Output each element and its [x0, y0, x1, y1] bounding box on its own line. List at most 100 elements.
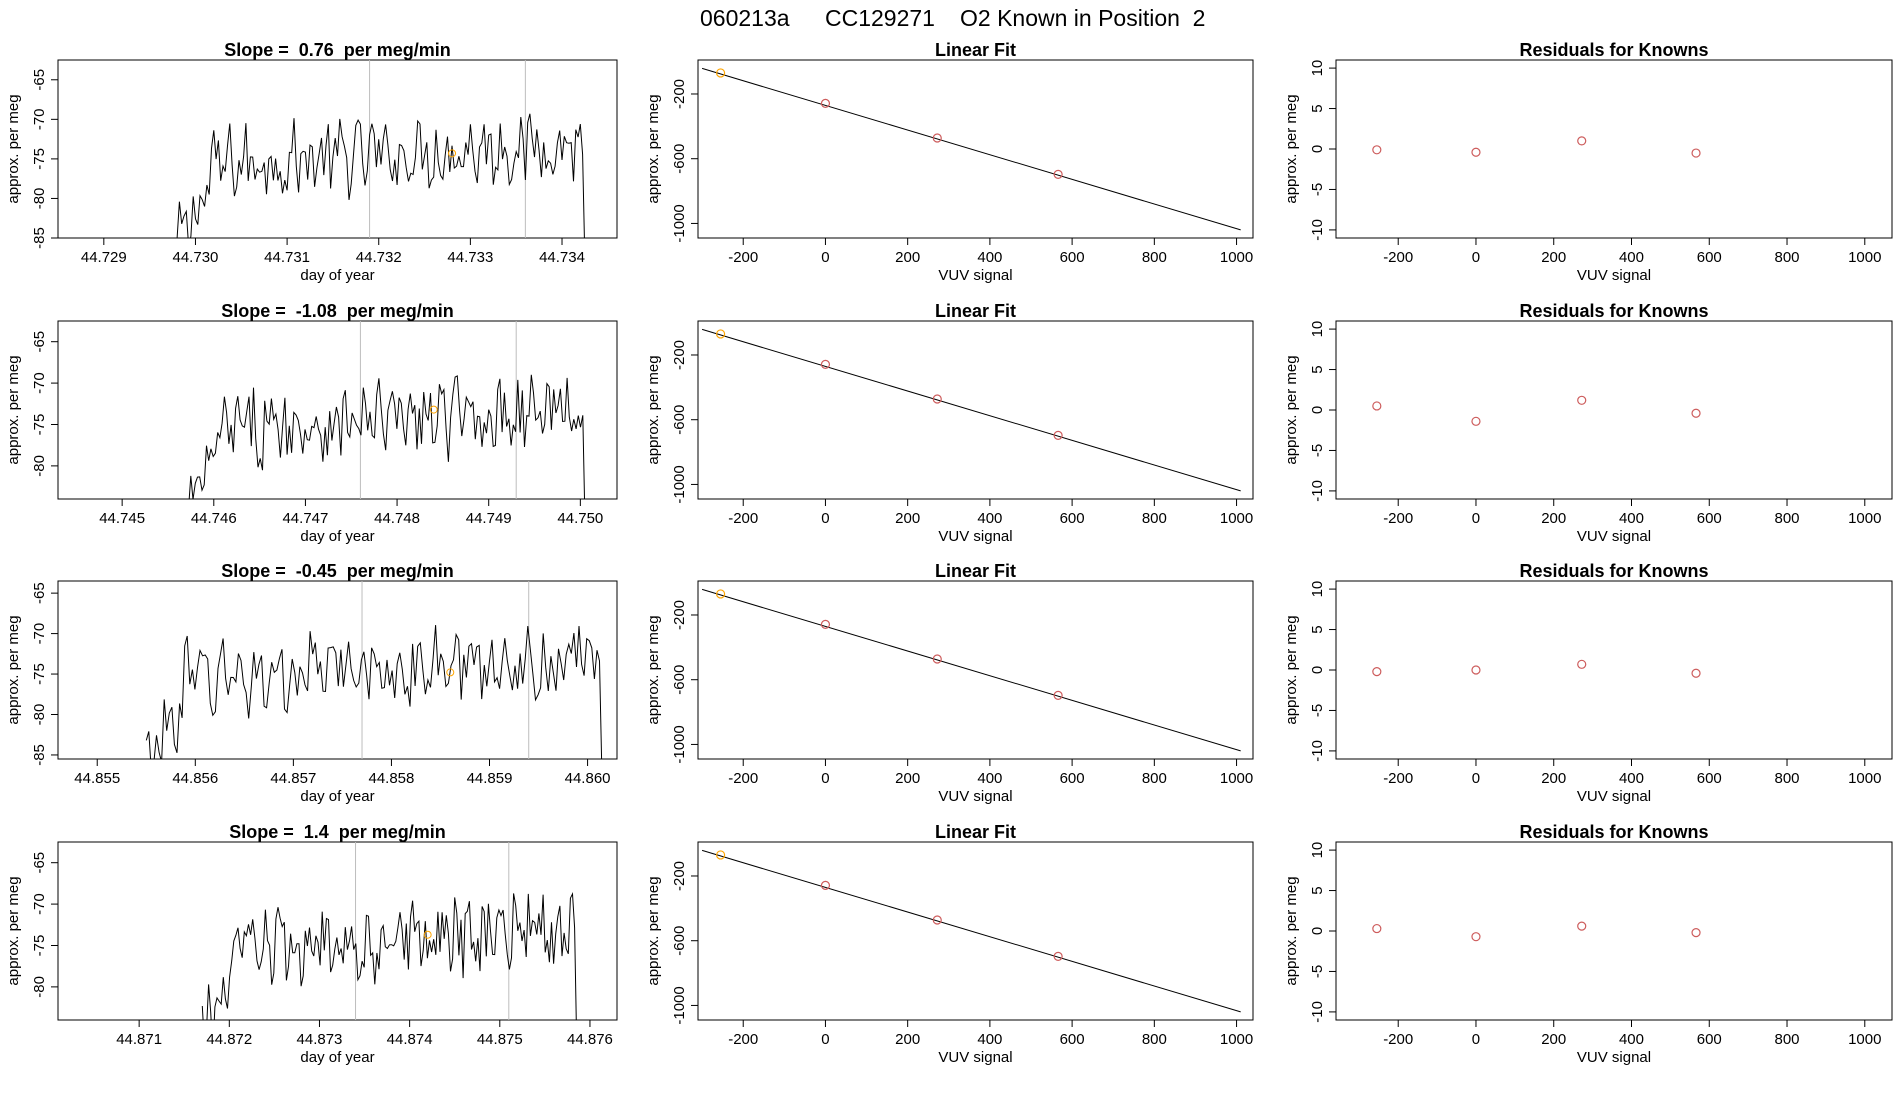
x-tick-label: 44.732: [356, 249, 402, 266]
y-tick-label: 5: [1309, 886, 1326, 894]
y-tick-label: -10: [1309, 219, 1326, 241]
panel-7: Slope = -0.45 per meg/min 44.855 44.856 44.…: [5, 561, 618, 805]
y-tick-label: -65: [31, 852, 48, 874]
y-tick-label: -75: [31, 414, 48, 436]
x-tick-label: 44.745: [99, 510, 145, 527]
x-tick-label: 44.858: [368, 770, 414, 787]
panel-title: Linear Fit: [935, 822, 1016, 842]
y-tick-label: -200: [671, 340, 688, 370]
x-tick-label: 800: [1142, 510, 1167, 527]
y-tick-label: -70: [31, 372, 48, 394]
plot-frame: [697, 841, 1254, 1021]
y-tick-label: -5: [1309, 704, 1326, 717]
y-tick-label: 10: [1309, 842, 1326, 859]
panel-2: Linear Fit -200 0 200 400 600 800 1000 -1000 -600…: [645, 40, 1254, 284]
x-tick-label: 44.731: [264, 249, 310, 266]
data-point: [716, 329, 726, 339]
y-tick-label: -1000: [671, 204, 688, 242]
panel-12: Residuals for Knowns-200 0 200 400 600 800 100…: [1283, 822, 1893, 1066]
plot-area: [145, 581, 603, 759]
data-point: [1372, 667, 1382, 677]
plot-frame: [1335, 841, 1893, 1021]
x-axis-label: day of year: [300, 267, 374, 284]
data-point: [1471, 932, 1481, 942]
panel-8: Linear Fit -200 0 200 400 600 800 1000 -1000 -600…: [645, 561, 1254, 805]
x-tick-label: 0: [821, 249, 829, 266]
x-tick-label: -200: [1383, 510, 1413, 527]
x-tick-label: 600: [1060, 510, 1085, 527]
panel-6: Residuals for Knowns-200 0 200 400 600 800 100…: [1283, 301, 1893, 545]
plot-area: [701, 588, 1241, 752]
x-tick-label: 200: [1541, 770, 1566, 787]
x-tick-label: -200: [728, 249, 758, 266]
y-tick-label: -5: [1309, 965, 1326, 978]
x-tick-label: 600: [1060, 249, 1085, 266]
x-tick-label: 800: [1775, 510, 1800, 527]
y-tick-label: -85: [31, 744, 48, 766]
signal-trace: [176, 113, 585, 238]
data-point: [932, 133, 942, 143]
mean-marker: [448, 149, 457, 158]
x-tick-label: -200: [728, 510, 758, 527]
data-point: [1577, 136, 1587, 146]
plot-frame: [697, 580, 1254, 760]
y-tick-label: 0: [1309, 406, 1326, 414]
y-tick-label: -10: [1309, 1001, 1326, 1023]
y-axis-label: approx. per meg: [5, 94, 22, 203]
x-tick-label: 400: [977, 510, 1002, 527]
fit-line: [701, 588, 1241, 752]
y-tick-label: -65: [31, 582, 48, 604]
data-point: [1691, 408, 1701, 418]
plot-area: [1372, 659, 1701, 678]
x-tick-label: 800: [1142, 1031, 1167, 1048]
data-point: [716, 589, 726, 599]
panel-5: Linear Fit -200 0 200 400 600 800 1000 -1000 -600…: [645, 301, 1254, 545]
signal-trace: [145, 625, 603, 759]
plot-frame: [1335, 580, 1893, 760]
panel-grid: Slope = 0.76 per meg/min 44.729 44.730 44.7…: [5, 40, 1893, 1066]
x-tick-label: 44.750: [557, 510, 603, 527]
data-point: [716, 850, 726, 860]
mean-marker: [423, 930, 432, 939]
y-tick-label: -600: [671, 144, 688, 174]
y-tick-label: -80: [31, 455, 48, 477]
x-tick-label: 0: [821, 510, 829, 527]
panel-9: Residuals for Knowns-200 0 200 400 600 800 100…: [1283, 561, 1893, 805]
y-tick-label: -65: [31, 331, 48, 353]
x-axis-label: VUV signal: [938, 788, 1012, 805]
x-tick-label: 44.871: [116, 1031, 162, 1048]
plot-area: [701, 67, 1241, 231]
x-axis-label: VUV signal: [1577, 788, 1651, 805]
x-tick-label: 400: [1619, 510, 1644, 527]
x-tick-label: 200: [895, 770, 920, 787]
data-point: [820, 880, 831, 890]
x-tick-label: 44.733: [447, 249, 493, 266]
data-point: [932, 915, 942, 925]
data-point: [1577, 395, 1587, 405]
panel-title: Slope = -0.45 per meg/min: [221, 561, 454, 581]
panel-11: Linear Fit -200 0 200 400 600 800 1000 -1000 -600…: [645, 822, 1254, 1066]
x-tick-label: 44.748: [374, 510, 420, 527]
y-axis-label: approx. per meg: [645, 876, 662, 985]
x-axis-label: VUV signal: [1577, 267, 1651, 284]
x-tick-label: -200: [1383, 1031, 1413, 1048]
y-tick-label: -5: [1309, 444, 1326, 457]
x-axis-label: VUV signal: [1577, 1049, 1651, 1066]
data-point: [1053, 430, 1063, 441]
panel-title: Residuals for Knowns: [1519, 561, 1708, 581]
data-point: [1372, 401, 1382, 411]
panel-title: Linear Fit: [935, 301, 1016, 321]
panel-title: Residuals for Knowns: [1519, 301, 1708, 321]
x-tick-label: 1000: [1848, 510, 1881, 527]
figure-title-id: 060213a: [700, 5, 790, 31]
y-tick-label: -75: [31, 935, 48, 957]
y-tick-label: 10: [1309, 581, 1326, 598]
x-axis-label: VUV signal: [1577, 528, 1651, 545]
y-tick-label: -600: [671, 926, 688, 956]
plot-area: [701, 328, 1241, 492]
data-point: [1053, 951, 1063, 962]
y-tick-label: -80: [31, 704, 48, 726]
y-tick-label: -75: [31, 148, 48, 170]
x-tick-label: -200: [1383, 770, 1413, 787]
signal-trace: [188, 374, 585, 499]
